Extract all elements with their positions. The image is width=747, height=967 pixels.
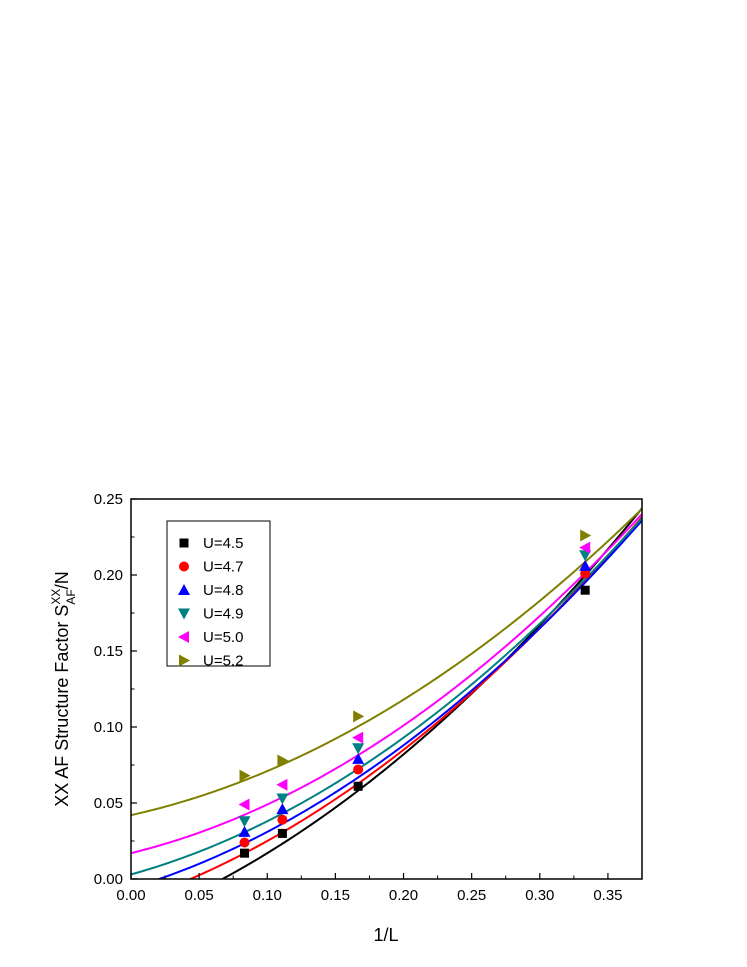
legend-label: U=4.7 bbox=[203, 559, 243, 576]
data-point bbox=[352, 743, 365, 755]
y-axis-label: XX AF Structure Factor SXXAF/N bbox=[49, 571, 78, 806]
y-tick-label: 0.00 bbox=[94, 871, 123, 888]
y-axis-label-superscript: XX bbox=[49, 589, 63, 605]
data-point bbox=[580, 529, 592, 542]
legend: U=4.5 U=4.7 U=4.8 U=4.9 U=5.0 U=5.2 bbox=[166, 520, 271, 670]
plot-area: 0.00 0.05 0.10 0.15 0.20 0.25 0.30 0.35 0.000.0… bbox=[94, 491, 643, 904]
data-point bbox=[276, 803, 289, 815]
x-tick-label: 0.30 bbox=[525, 887, 554, 904]
data-point bbox=[239, 769, 251, 782]
x-tick-label: 0.05 bbox=[185, 887, 214, 904]
y-axis-label-subscript: AF bbox=[64, 589, 78, 604]
legend-label: U=4.9 bbox=[203, 606, 243, 623]
data-point bbox=[580, 585, 590, 595]
y-tick-label: 0.25 bbox=[94, 491, 123, 508]
data-point bbox=[352, 752, 365, 764]
data-point bbox=[580, 568, 591, 579]
data-points bbox=[238, 529, 592, 858]
data-point bbox=[277, 754, 289, 767]
data-point bbox=[353, 781, 363, 791]
x-tick-label: 0.15 bbox=[321, 887, 350, 904]
x-axis-label: 1/L bbox=[373, 925, 398, 945]
y-tick-label: 0.15 bbox=[94, 643, 123, 660]
data-point bbox=[579, 559, 592, 571]
y-tick-label: 0.05 bbox=[94, 795, 123, 812]
fit-curve bbox=[156, 519, 642, 879]
x-axis-ticks: 0.00 0.05 0.10 0.15 0.20 0.25 0.30 0.35 bbox=[116, 873, 623, 904]
data-point bbox=[352, 731, 364, 744]
x-tick-label: 0.20 bbox=[389, 887, 418, 904]
fit-curve bbox=[131, 508, 642, 817]
data-point bbox=[276, 793, 289, 805]
y-axis-label-prefix: XX AF Structure Factor S bbox=[52, 605, 72, 807]
data-point bbox=[238, 816, 251, 828]
legend-marker bbox=[178, 584, 190, 595]
data-point bbox=[579, 541, 591, 554]
legend-marker bbox=[178, 608, 190, 620]
data-point bbox=[238, 798, 250, 811]
legend-marker bbox=[179, 654, 190, 667]
legend-label: U=4.5 bbox=[203, 535, 243, 552]
data-point bbox=[240, 848, 250, 858]
fit-curves bbox=[131, 507, 642, 879]
data-point bbox=[238, 825, 251, 837]
data-point bbox=[579, 550, 592, 562]
data-point bbox=[276, 778, 288, 791]
legend-label: U=4.8 bbox=[203, 582, 243, 599]
x-tick-label: 0.25 bbox=[457, 887, 486, 904]
legend-items: U=4.5 U=4.7 U=4.8 U=4.9 U=5.0 U=5.2 bbox=[178, 535, 243, 670]
data-point bbox=[277, 814, 288, 825]
y-tick-label: 0.20 bbox=[94, 567, 123, 584]
y-axis-label-suffix: /N bbox=[52, 571, 72, 589]
data-point bbox=[353, 710, 365, 723]
data-point bbox=[239, 837, 250, 848]
fit-curve bbox=[131, 517, 642, 876]
data-point bbox=[353, 764, 364, 775]
y-axis-ticks: 0.00 0.05 0.10 0.15 0.20 0.25 bbox=[94, 491, 137, 888]
legend-label: U=5.2 bbox=[203, 653, 243, 670]
legend-label: U=5.0 bbox=[203, 629, 243, 646]
x-tick-label: 0.10 bbox=[253, 887, 282, 904]
y-tick-label: 0.10 bbox=[94, 719, 123, 736]
fit-curve bbox=[131, 513, 642, 855]
x-tick-label: 0.35 bbox=[593, 887, 622, 904]
x-tick-label: 0.00 bbox=[116, 887, 145, 904]
legend-marker bbox=[178, 631, 189, 643]
legend-marker bbox=[179, 561, 189, 572]
data-point bbox=[277, 828, 287, 838]
legend-marker bbox=[179, 538, 189, 548]
